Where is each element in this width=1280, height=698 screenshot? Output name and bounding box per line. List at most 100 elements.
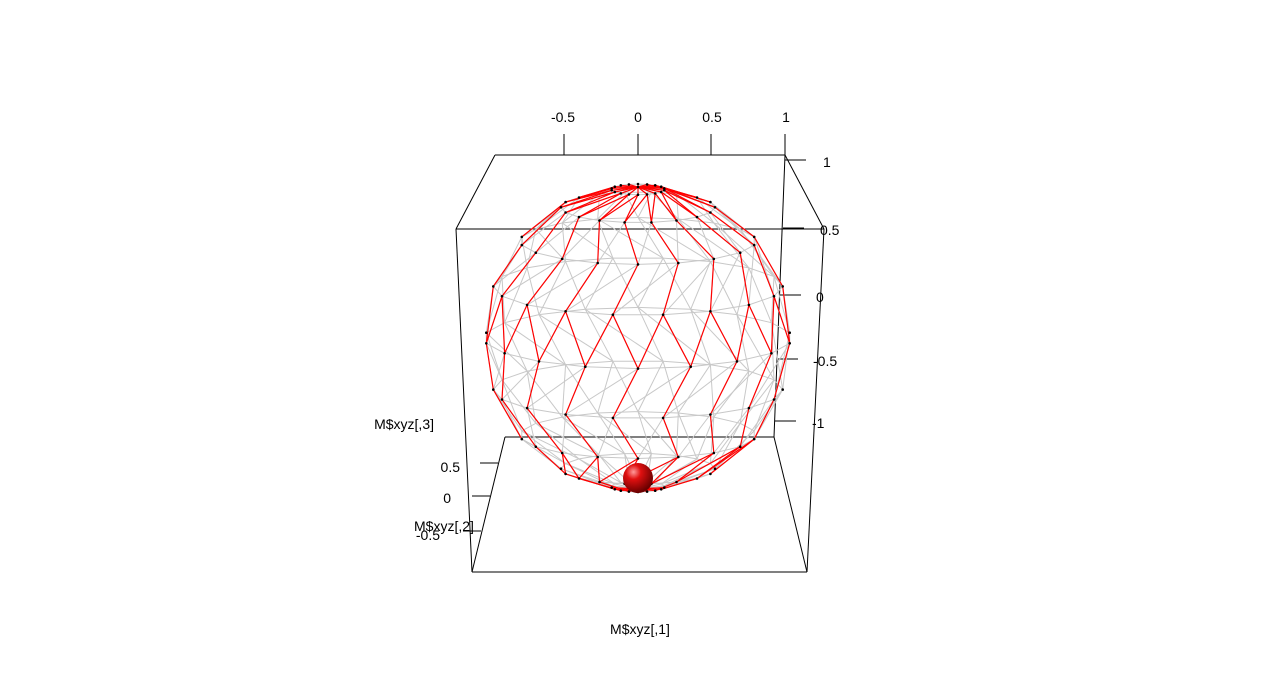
vertex-point: [559, 467, 563, 471]
vertex-point: [689, 365, 692, 369]
path-edge: [612, 417, 639, 459]
vertex-point: [663, 187, 666, 190]
vertex-point: [534, 251, 538, 254]
vertex-point: [781, 285, 784, 288]
path-edge: [565, 189, 612, 203]
path-edge: [565, 366, 586, 415]
path-edge: [578, 192, 622, 218]
path-edge: [650, 222, 679, 264]
vertex-point: [659, 190, 663, 194]
vertex-point: [611, 416, 615, 420]
path-edge: [662, 417, 679, 458]
marker-ball[interactable]: [623, 463, 653, 493]
mesh-edge: [597, 217, 639, 220]
vertex-point: [713, 467, 717, 471]
mesh-edge: [714, 423, 741, 469]
vertex-point: [770, 352, 773, 355]
vertex-point: [661, 313, 665, 317]
mesh-edge: [637, 411, 652, 454]
mesh-edge: [637, 411, 677, 456]
vertex-point: [677, 455, 680, 459]
vertex-point: [619, 184, 623, 187]
mesh-edge: [538, 360, 586, 368]
mesh-edge: [612, 361, 639, 412]
path-edge: [612, 264, 639, 315]
path-edge: [624, 194, 648, 223]
mesh-edge: [676, 455, 698, 460]
path-edge: [565, 473, 615, 490]
z-tick-label: -0.5: [813, 353, 837, 369]
vertex-point: [636, 182, 640, 186]
path-edge: [501, 399, 537, 448]
path-edge: [748, 304, 772, 354]
mesh-edge: [521, 236, 528, 268]
vertex-point: [772, 294, 776, 298]
vertex-point: [627, 183, 631, 186]
vertex-point: [564, 472, 567, 476]
path-edge: [501, 252, 537, 297]
mesh-edge: [561, 222, 567, 262]
z-axis-label: M$xyz[,3]: [374, 416, 434, 432]
vertex-point: [492, 388, 495, 391]
vertex-point: [695, 215, 699, 219]
path-edge: [526, 361, 540, 409]
vertex-point: [560, 257, 564, 261]
vertex-point: [772, 398, 776, 401]
mesh-edge: [565, 364, 599, 414]
vertex-point: [596, 261, 599, 265]
path-edge: [709, 258, 715, 312]
mesh-edge: [713, 446, 741, 454]
vertex-point: [500, 294, 504, 298]
mesh-edge: [535, 216, 580, 254]
vertex-point: [485, 342, 488, 345]
mesh-edge: [597, 262, 639, 265]
mesh-edge: [561, 193, 600, 224]
mesh-edge: [647, 192, 656, 195]
red-path-mesh: [485, 183, 791, 493]
path-edge: [773, 296, 791, 344]
mesh-edge: [637, 411, 679, 414]
mesh-edge: [736, 352, 772, 362]
mesh-edge: [660, 458, 698, 485]
vertex-point: [525, 303, 529, 307]
vertex-point: [653, 184, 657, 187]
mesh-edge: [578, 458, 622, 484]
mesh-edge: [561, 220, 600, 260]
mesh-edge: [713, 416, 741, 424]
path-edge: [485, 296, 503, 344]
path-edge: [753, 236, 784, 287]
mesh-edge: [565, 360, 613, 366]
vertex-point: [653, 489, 657, 493]
path-edge: [748, 353, 772, 409]
mesh-edge: [690, 308, 738, 316]
vertex-point: [610, 486, 613, 489]
vertex-point: [636, 367, 640, 370]
mesh-edge: [677, 414, 711, 458]
path-edge: [624, 194, 639, 223]
vertex-point: [611, 313, 615, 317]
mesh-edge: [748, 245, 755, 305]
vertex-point: [537, 360, 541, 363]
path-edge: [753, 399, 775, 440]
vertex-point: [645, 490, 649, 493]
path-edge: [504, 304, 528, 354]
vertex-point: [712, 257, 716, 261]
path-edge: [612, 314, 639, 369]
vertex-point: [659, 185, 663, 188]
x-tick-label: 1: [782, 109, 790, 125]
x-tick-label: -0.5: [551, 109, 575, 125]
mesh-edge: [677, 364, 711, 414]
mesh-edge: [709, 212, 741, 253]
path-edge: [660, 191, 678, 221]
path-edge: [501, 353, 506, 400]
mesh-edge: [527, 407, 566, 415]
path-edge: [599, 457, 639, 483]
path-edge: [662, 314, 692, 367]
vertex-point: [559, 206, 563, 209]
mesh-edge: [535, 416, 563, 424]
mesh-edge: [677, 218, 711, 262]
mesh-edge: [709, 261, 738, 315]
mesh-edge: [599, 453, 625, 456]
mesh-edge: [736, 314, 750, 372]
